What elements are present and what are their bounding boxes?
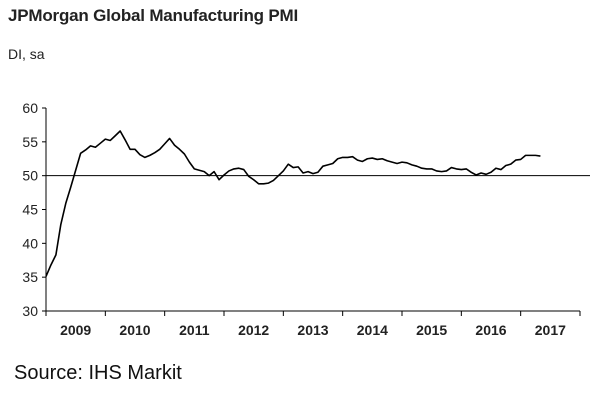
x-tick-label: 2015 [416,322,447,338]
y-tick-label: 30 [22,303,38,319]
chart-axes: 30 35 40 45 50 55 60 2009 2010 2011 2012 2013 2014 20… [22,100,581,338]
x-tick-label: 2012 [238,322,269,338]
x-tick-label: 2017 [535,322,566,338]
x-tick-label: 2009 [60,322,91,338]
plot-area [45,130,590,277]
source-note: Source: IHS Markit [14,362,182,384]
x-tick-label: 2013 [297,322,328,338]
y-tick-label: 50 [22,168,38,184]
x-tick-label: 2011 [179,322,210,338]
pmi-series-line [45,130,541,277]
chart-subtitle: DI, sa [8,46,45,62]
y-tick-label: 55 [22,134,38,150]
x-tick-label: 2010 [119,322,150,338]
chart-title: JPMorgan Global Manufacturing PMI [8,6,298,25]
y-tick-label: 60 [22,100,38,116]
y-tick-label: 35 [22,269,38,285]
y-tick-label: 40 [22,235,38,251]
x-tick-label: 2016 [475,322,506,338]
y-tick-label: 45 [22,202,38,218]
x-tick-label: 2014 [357,322,388,338]
